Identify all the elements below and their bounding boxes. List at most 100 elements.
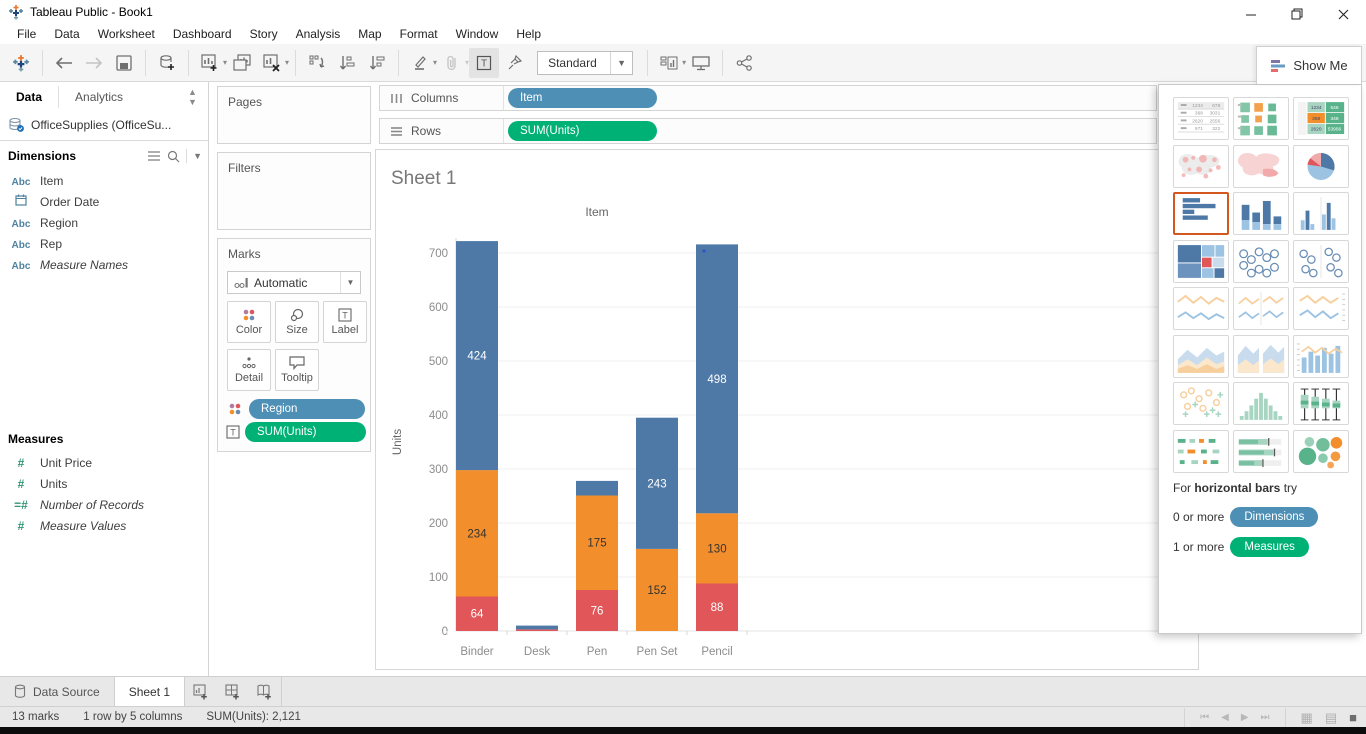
showme-discrete-area[interactable] (1233, 334, 1289, 378)
clear-sheet-caret-icon[interactable]: ▾ (285, 58, 290, 67)
menu-window[interactable]: Window (455, 27, 499, 41)
pane-collapse-icon[interactable]: ▲ ▼ (188, 87, 197, 107)
fit-selector-caret-icon[interactable]: ▼ (610, 51, 632, 74)
bar-segment-pencil-orange[interactable] (696, 513, 738, 584)
bar-segment-binder-orange[interactable] (456, 470, 498, 597)
showme-highlight-tables[interactable]: 1234 546 368 348 2620 53956 (1293, 97, 1349, 140)
highlight-button[interactable] (405, 48, 435, 78)
new-story-tab-button[interactable] (249, 677, 281, 706)
bar-segment-pencil-blue[interactable] (696, 244, 738, 514)
showme-stacked-bars[interactable] (1233, 192, 1289, 235)
measure-units[interactable]: # Units (0, 473, 208, 494)
pages-shelf[interactable]: Pages (217, 86, 371, 144)
show-hide-cards-caret-icon[interactable]: ▾ (682, 58, 687, 67)
show-hide-cards-button[interactable] (654, 48, 684, 78)
showme-symbol-maps[interactable] (1173, 144, 1229, 188)
show-mark-labels-button[interactable]: T (469, 47, 500, 78)
columns-shelf[interactable]: Columns Item (379, 85, 1157, 111)
bar-segment-binder-blue[interactable] (456, 241, 498, 471)
bar-segment-pencil-red[interactable] (696, 583, 738, 632)
menu-format[interactable]: Format (399, 27, 438, 41)
save-button[interactable] (109, 48, 139, 78)
minimize-button[interactable] (1228, 0, 1274, 28)
pill-region[interactable]: Region (249, 399, 365, 419)
mark-type-dropdown[interactable]: Automatic ▼ (227, 271, 361, 294)
previous-story-point-icon[interactable]: ◀ (1221, 712, 1229, 723)
showme-box-and-whisker[interactable] (1293, 382, 1349, 425)
showme-scatter-plots[interactable] (1173, 382, 1229, 425)
duplicate-sheet-button[interactable] (227, 48, 257, 78)
measure-number-of-records[interactable]: =# Number of Records (0, 494, 208, 515)
menu-analysis[interactable]: Analysis (295, 27, 341, 41)
restore-button[interactable] (1274, 0, 1320, 28)
redo-button[interactable] (79, 48, 109, 78)
sort-ascending-button[interactable] (332, 48, 362, 78)
dimension-measure-names[interactable]: Abc Measure Names (0, 254, 208, 275)
fix-axes-button[interactable] (499, 48, 529, 78)
show-me-button[interactable]: Show Me (1256, 46, 1362, 84)
sort-descending-button[interactable] (362, 48, 392, 78)
showme-filled-maps[interactable] (1233, 144, 1289, 188)
tab-sheet1[interactable]: Sheet 1 (113, 677, 186, 706)
menu-map[interactable]: Map (358, 27, 382, 41)
filters-shelf[interactable]: Filters (217, 152, 371, 230)
dimensions-menu-caret-icon[interactable]: ▼ (193, 151, 202, 161)
bar-segment-binder-red[interactable] (456, 596, 498, 631)
menu-story[interactable]: Story (249, 27, 278, 41)
undo-button[interactable] (49, 48, 79, 78)
bar-segment-pen-blue[interactable] (576, 480, 618, 496)
showme-bullet-graphs[interactable] (1233, 429, 1289, 473)
menu-data[interactable]: Data (54, 27, 80, 41)
tableau-home-icon[interactable] (6, 48, 36, 78)
rows-shelf[interactable]: Rows SUM(Units) (379, 118, 1157, 144)
bar-segment-pen-red[interactable] (576, 590, 618, 631)
swap-rows-columns-button[interactable] (302, 48, 332, 78)
showme-continuous-lines[interactable] (1173, 287, 1229, 330)
show-sheet-sorter-icon[interactable]: ■ (1349, 710, 1357, 725)
showme-side-by-side-circles[interactable] (1293, 239, 1349, 283)
search-icon[interactable] (167, 150, 180, 163)
tab-analytics[interactable]: Analytics (58, 86, 188, 108)
bar-segment-desk-blue[interactable] (516, 625, 558, 630)
presentation-mode-button[interactable] (686, 48, 716, 78)
showme-circle-views[interactable] (1233, 239, 1289, 283)
measure-unit-price[interactable]: # Unit Price (0, 452, 208, 473)
tab-data[interactable]: Data (16, 90, 43, 104)
dimension-rep[interactable]: Abc Rep (0, 233, 208, 254)
first-story-point-icon[interactable]: ⏮ (1200, 712, 1210, 723)
menu-worksheet[interactable]: Worksheet (97, 27, 155, 41)
group-members-button[interactable] (437, 48, 467, 78)
new-worksheet-button[interactable] (195, 48, 225, 78)
showme-heat-maps[interactable] (1233, 97, 1289, 140)
datasource-item[interactable]: OfficeSupplies (OfficeSu... (0, 112, 208, 138)
showme-histogram[interactable] (1233, 382, 1289, 425)
fit-selector[interactable]: Standard ▼ (537, 50, 634, 75)
showme-pie-charts[interactable] (1293, 144, 1349, 188)
new-worksheet-tab-button[interactable] (185, 677, 217, 706)
highlight-caret-icon[interactable]: ▾ (433, 58, 438, 67)
showme-side-by-side-bars[interactable] (1293, 192, 1349, 235)
add-data-source-button[interactable] (152, 48, 182, 78)
pill-sumunits[interactable]: SUM(Units) (508, 121, 657, 141)
show-tabs-view-icon[interactable]: ▦ (1300, 709, 1313, 725)
pill-sumunits[interactable]: SUM(Units) (245, 422, 366, 442)
showme-continuous-area[interactable] (1173, 334, 1229, 378)
showme-horizontal-bars[interactable] (1173, 192, 1229, 235)
marks-size-button[interactable]: Size (275, 301, 319, 343)
showme-dual-combination[interactable] (1293, 334, 1349, 378)
show-filmstrip-view-icon[interactable]: ▤ (1324, 709, 1338, 725)
close-button[interactable] (1320, 0, 1366, 28)
mark-type-caret-icon[interactable]: ▼ (340, 272, 360, 293)
dimension-order-date[interactable]: Order Date (0, 191, 208, 212)
menu-dashboard[interactable]: Dashboard (172, 27, 232, 41)
clear-sheet-button[interactable] (257, 48, 287, 78)
menu-help[interactable]: Help (516, 27, 541, 41)
pill-item[interactable]: Item (508, 88, 657, 108)
showme-discrete-lines[interactable] (1233, 287, 1289, 330)
stacked-bar-chart[interactable]: Sheet 1 Item 0 100 200 300 400 500 600 700 Units 64… (376, 150, 1198, 669)
last-story-point-icon[interactable]: ⏭ (1260, 712, 1270, 723)
share-button[interactable] (729, 48, 759, 78)
bar-segment-pen-set-orange[interactable] (636, 548, 678, 631)
bar-segment-pen-orange[interactable] (576, 495, 618, 591)
tab-data-source[interactable]: Data Source (0, 677, 114, 706)
